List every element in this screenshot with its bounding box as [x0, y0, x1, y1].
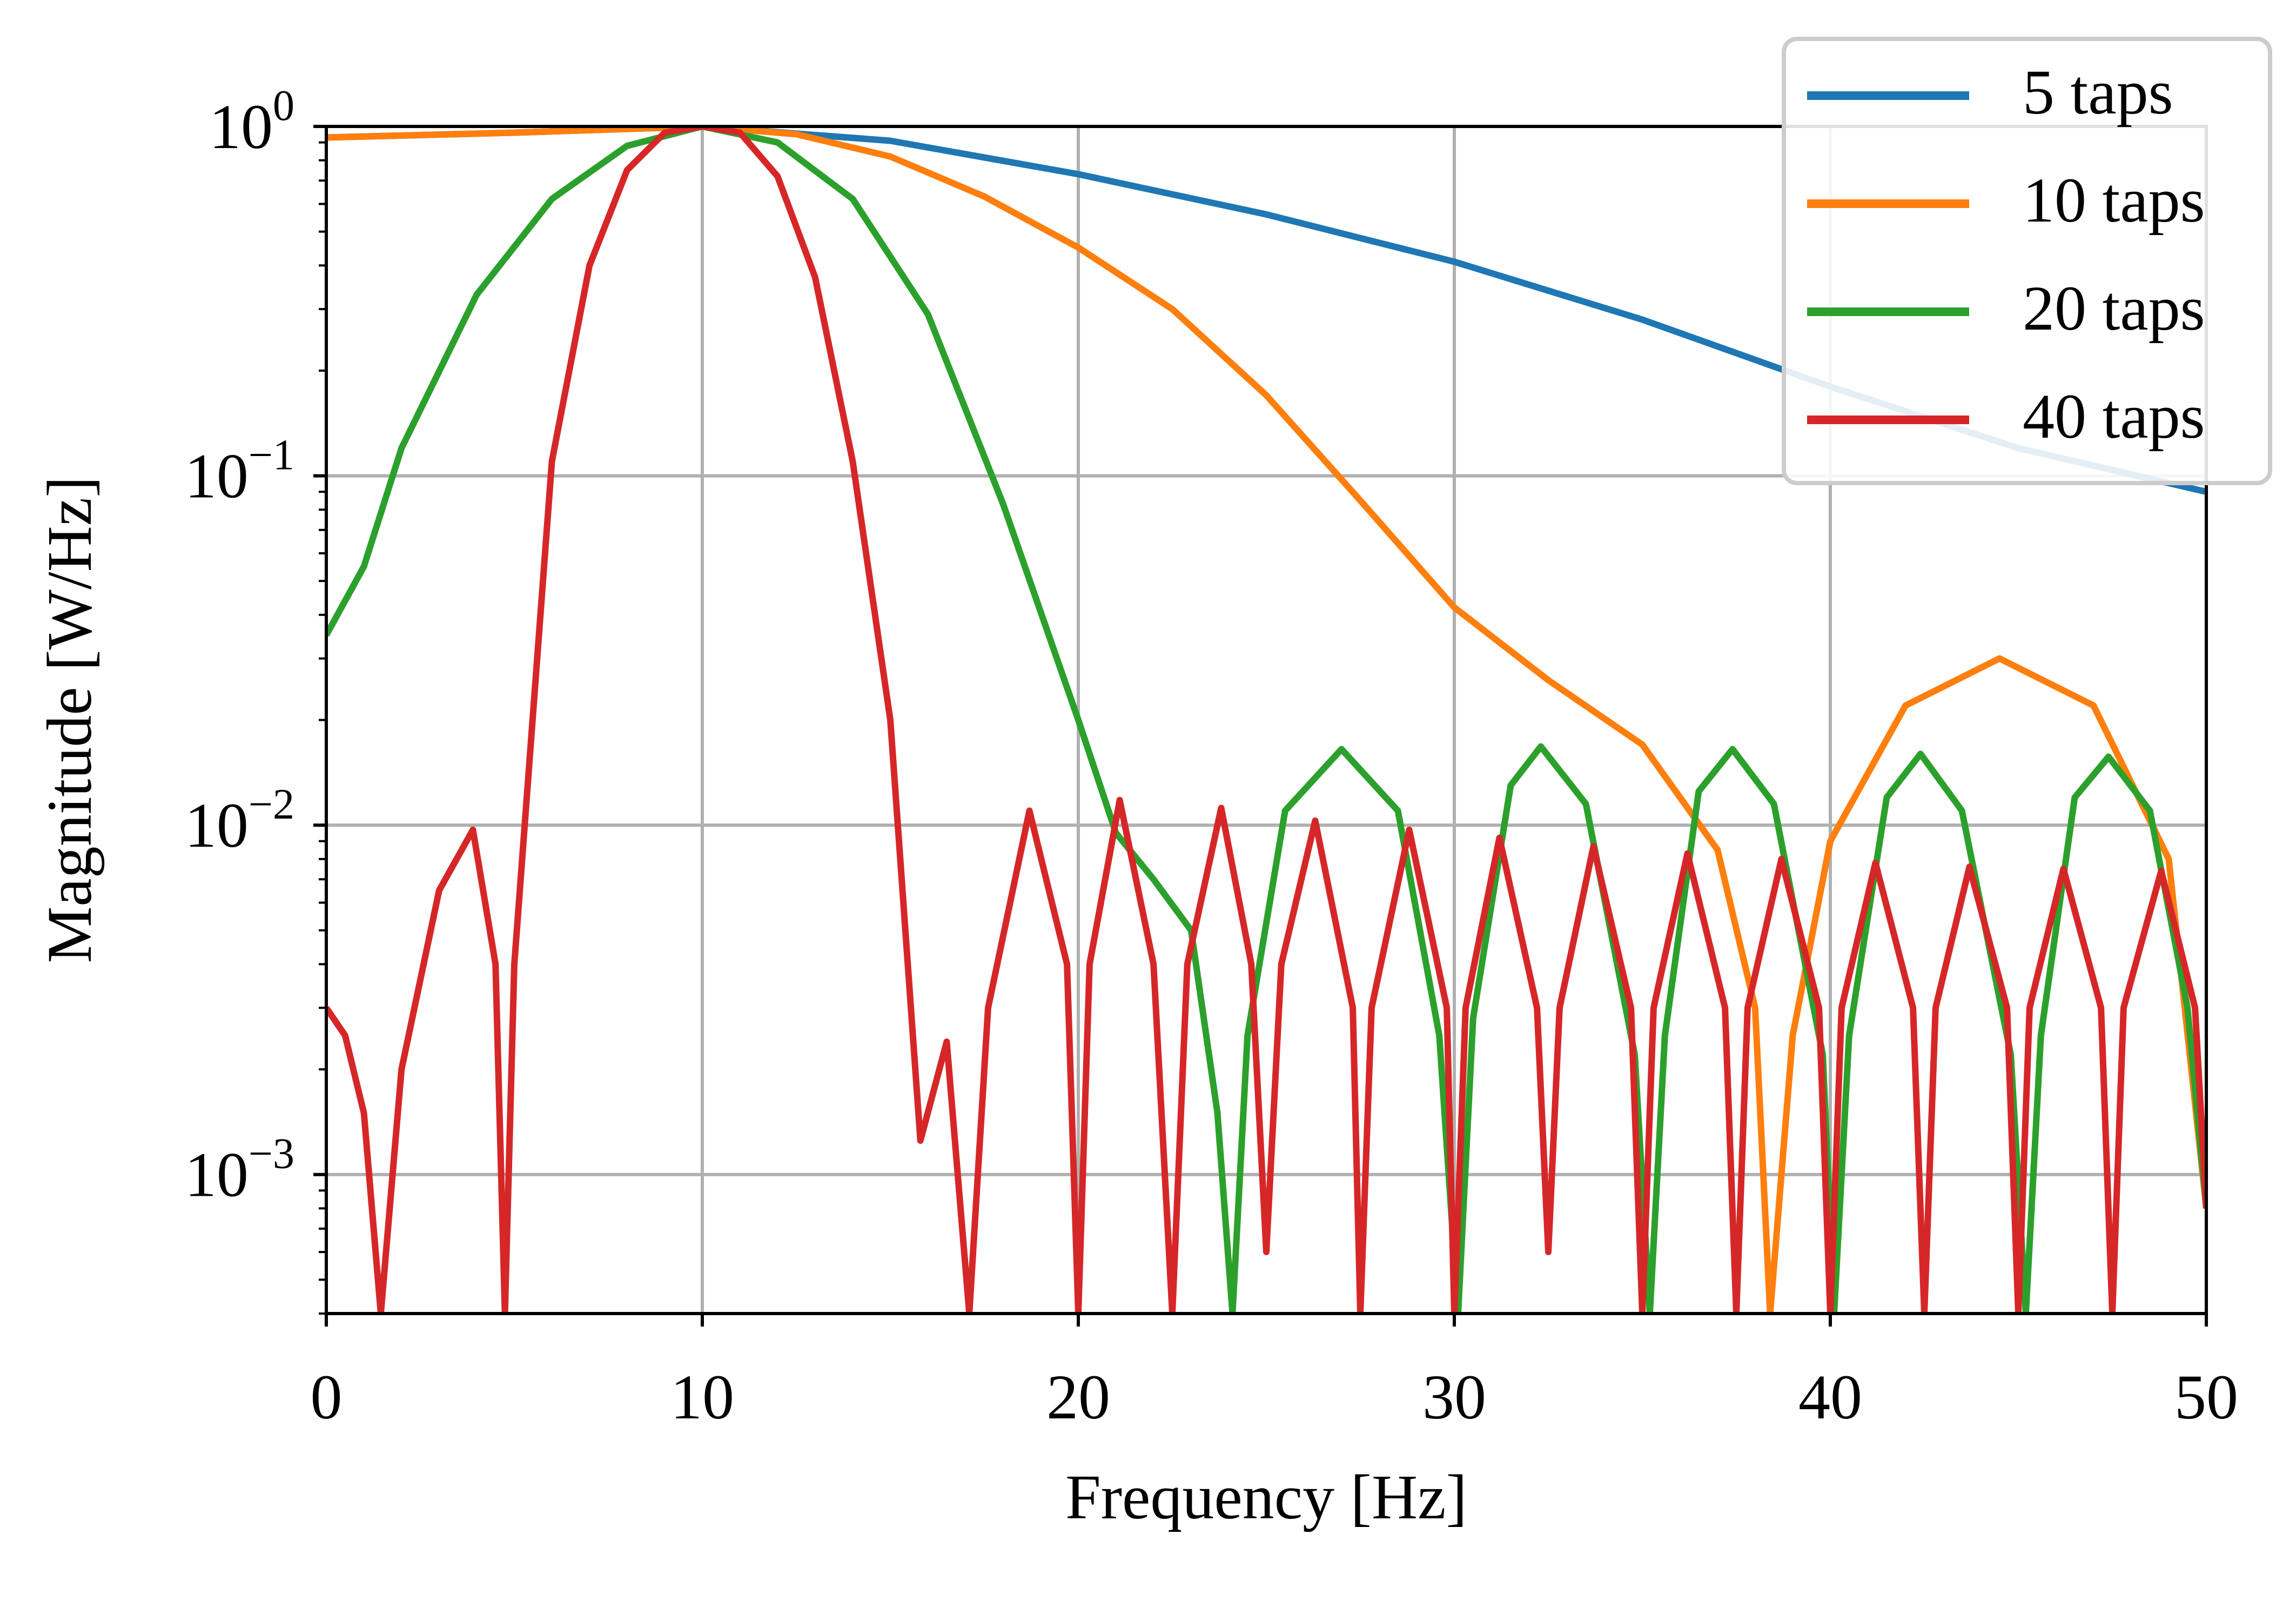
x-tick-label: 10: [670, 1362, 734, 1432]
x-tick-label: 20: [1046, 1362, 1110, 1432]
series-line-10-taps: [326, 126, 2206, 1314]
grid: [326, 126, 2206, 1314]
legend[interactable]: 5 taps 10 taps 20 taps 40 taps: [1782, 37, 2272, 485]
x-tick-label: 40: [1798, 1362, 1862, 1432]
legend-label-40-taps: 40 taps: [2023, 381, 2205, 452]
ticks: [313, 125, 2208, 1327]
y-tick-label: 10−2: [185, 781, 294, 861]
y-tick-label: 100: [209, 82, 294, 162]
tick-labels: 0 10 20 30 40 50 100 10−1 10−2 10−3: [185, 82, 2238, 1432]
y-axis-label: Magnitude [W/Hz]: [34, 476, 105, 963]
legend-label-5-taps: 5 taps: [2023, 57, 2173, 128]
legend-box: [1782, 37, 2272, 485]
y-tick-label: 10−3: [185, 1130, 294, 1210]
x-tick-label: 30: [1422, 1362, 1486, 1432]
x-tick-label: 0: [311, 1362, 343, 1432]
x-axis-label: Frequency [Hz]: [1065, 1462, 1467, 1532]
series-line-40-taps: [326, 126, 2206, 1314]
legend-label-20-taps: 20 taps: [2023, 273, 2205, 344]
legend-label-10-taps: 10 taps: [2023, 165, 2205, 236]
x-tick-label: 50: [2174, 1362, 2238, 1432]
y-tick-label: 10−1: [185, 432, 294, 512]
